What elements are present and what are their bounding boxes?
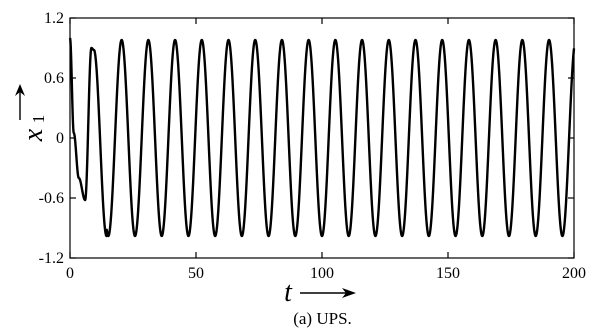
y-tick-label: 0.6 [44,70,64,87]
y-tick-label: 1.2 [44,10,64,27]
y-axis-label-subscript: 1 [29,115,48,124]
y-axis-arrow [15,84,25,120]
y-axis-label: x 1 [18,115,49,142]
y-tick-label: -1.2 [39,250,64,267]
x-axis-arrow [300,288,356,298]
y-tick-label: -0.6 [39,190,64,207]
tick-labels-group: 0 50 100 150 200 1.2 0.6 0 -0.6 -1.2 [39,10,586,282]
x-tick-label: 100 [310,265,334,282]
x-tick-label: 0 [66,265,74,282]
x-tick-label: 50 [188,265,204,282]
y-tick-label: 0 [56,130,64,147]
y-axis-label-text: x [18,128,49,142]
x-tick-label: 150 [436,265,460,282]
figure-caption: (a) UPS. [293,309,352,328]
series-line [68,37,576,238]
x-tick-label: 200 [562,265,586,282]
x-axis-label: t [284,277,293,308]
